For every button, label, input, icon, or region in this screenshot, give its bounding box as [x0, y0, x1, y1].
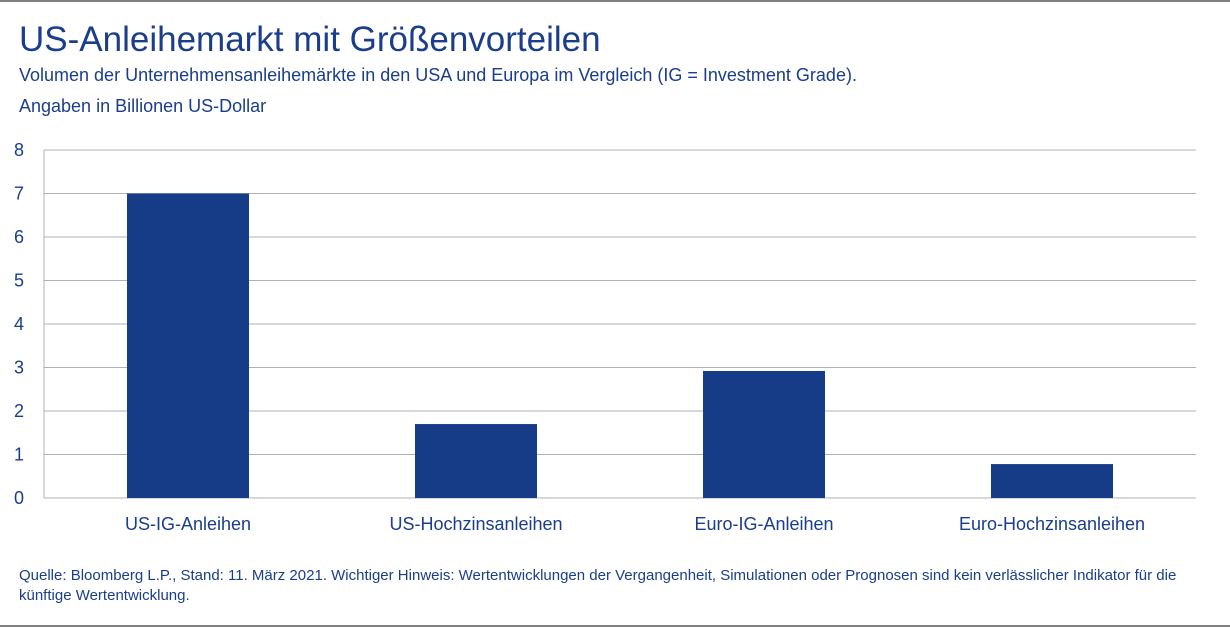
- chart-subtitle: Volumen der Unternehmensanleihemärkte in…: [19, 65, 857, 85]
- y-tick-label: 4: [14, 314, 24, 334]
- source-footnote: Quelle: Bloomberg L.P., Stand: 11. März …: [19, 567, 1177, 604]
- y-tick-label: 8: [14, 140, 24, 160]
- y-tick-label: 7: [14, 184, 24, 204]
- top-rule: [0, 0, 1230, 2]
- bar: [703, 370, 825, 498]
- unit-note: Angaben in Billionen US-Dollar: [19, 96, 267, 116]
- bar: [991, 464, 1113, 498]
- y-tick-label: 0: [14, 488, 24, 508]
- y-tick-label: 6: [14, 227, 24, 247]
- bar: [127, 193, 249, 498]
- bar: [415, 424, 537, 498]
- y-tick-label: 1: [14, 445, 24, 465]
- x-category-label: US-Hochzinsanleihen: [389, 514, 562, 534]
- y-tick-label: 5: [14, 271, 24, 291]
- bar-chart: 0 1 2 3 4 5 6 7 8 US-IG-Anleihen US-Hochzinsanleih…: [14, 140, 1196, 534]
- y-tick-label: 3: [14, 358, 24, 378]
- x-category-label: Euro-Hochzinsanleihen: [959, 514, 1145, 534]
- chart-title: US-Anleihemarkt mit Größenvorteilen: [19, 20, 601, 59]
- y-tick-label: 2: [14, 401, 24, 421]
- bottom-rule: [0, 625, 1230, 627]
- x-category-label: US-IG-Anleihen: [125, 514, 251, 534]
- x-category-label: Euro-IG-Anleihen: [694, 514, 833, 534]
